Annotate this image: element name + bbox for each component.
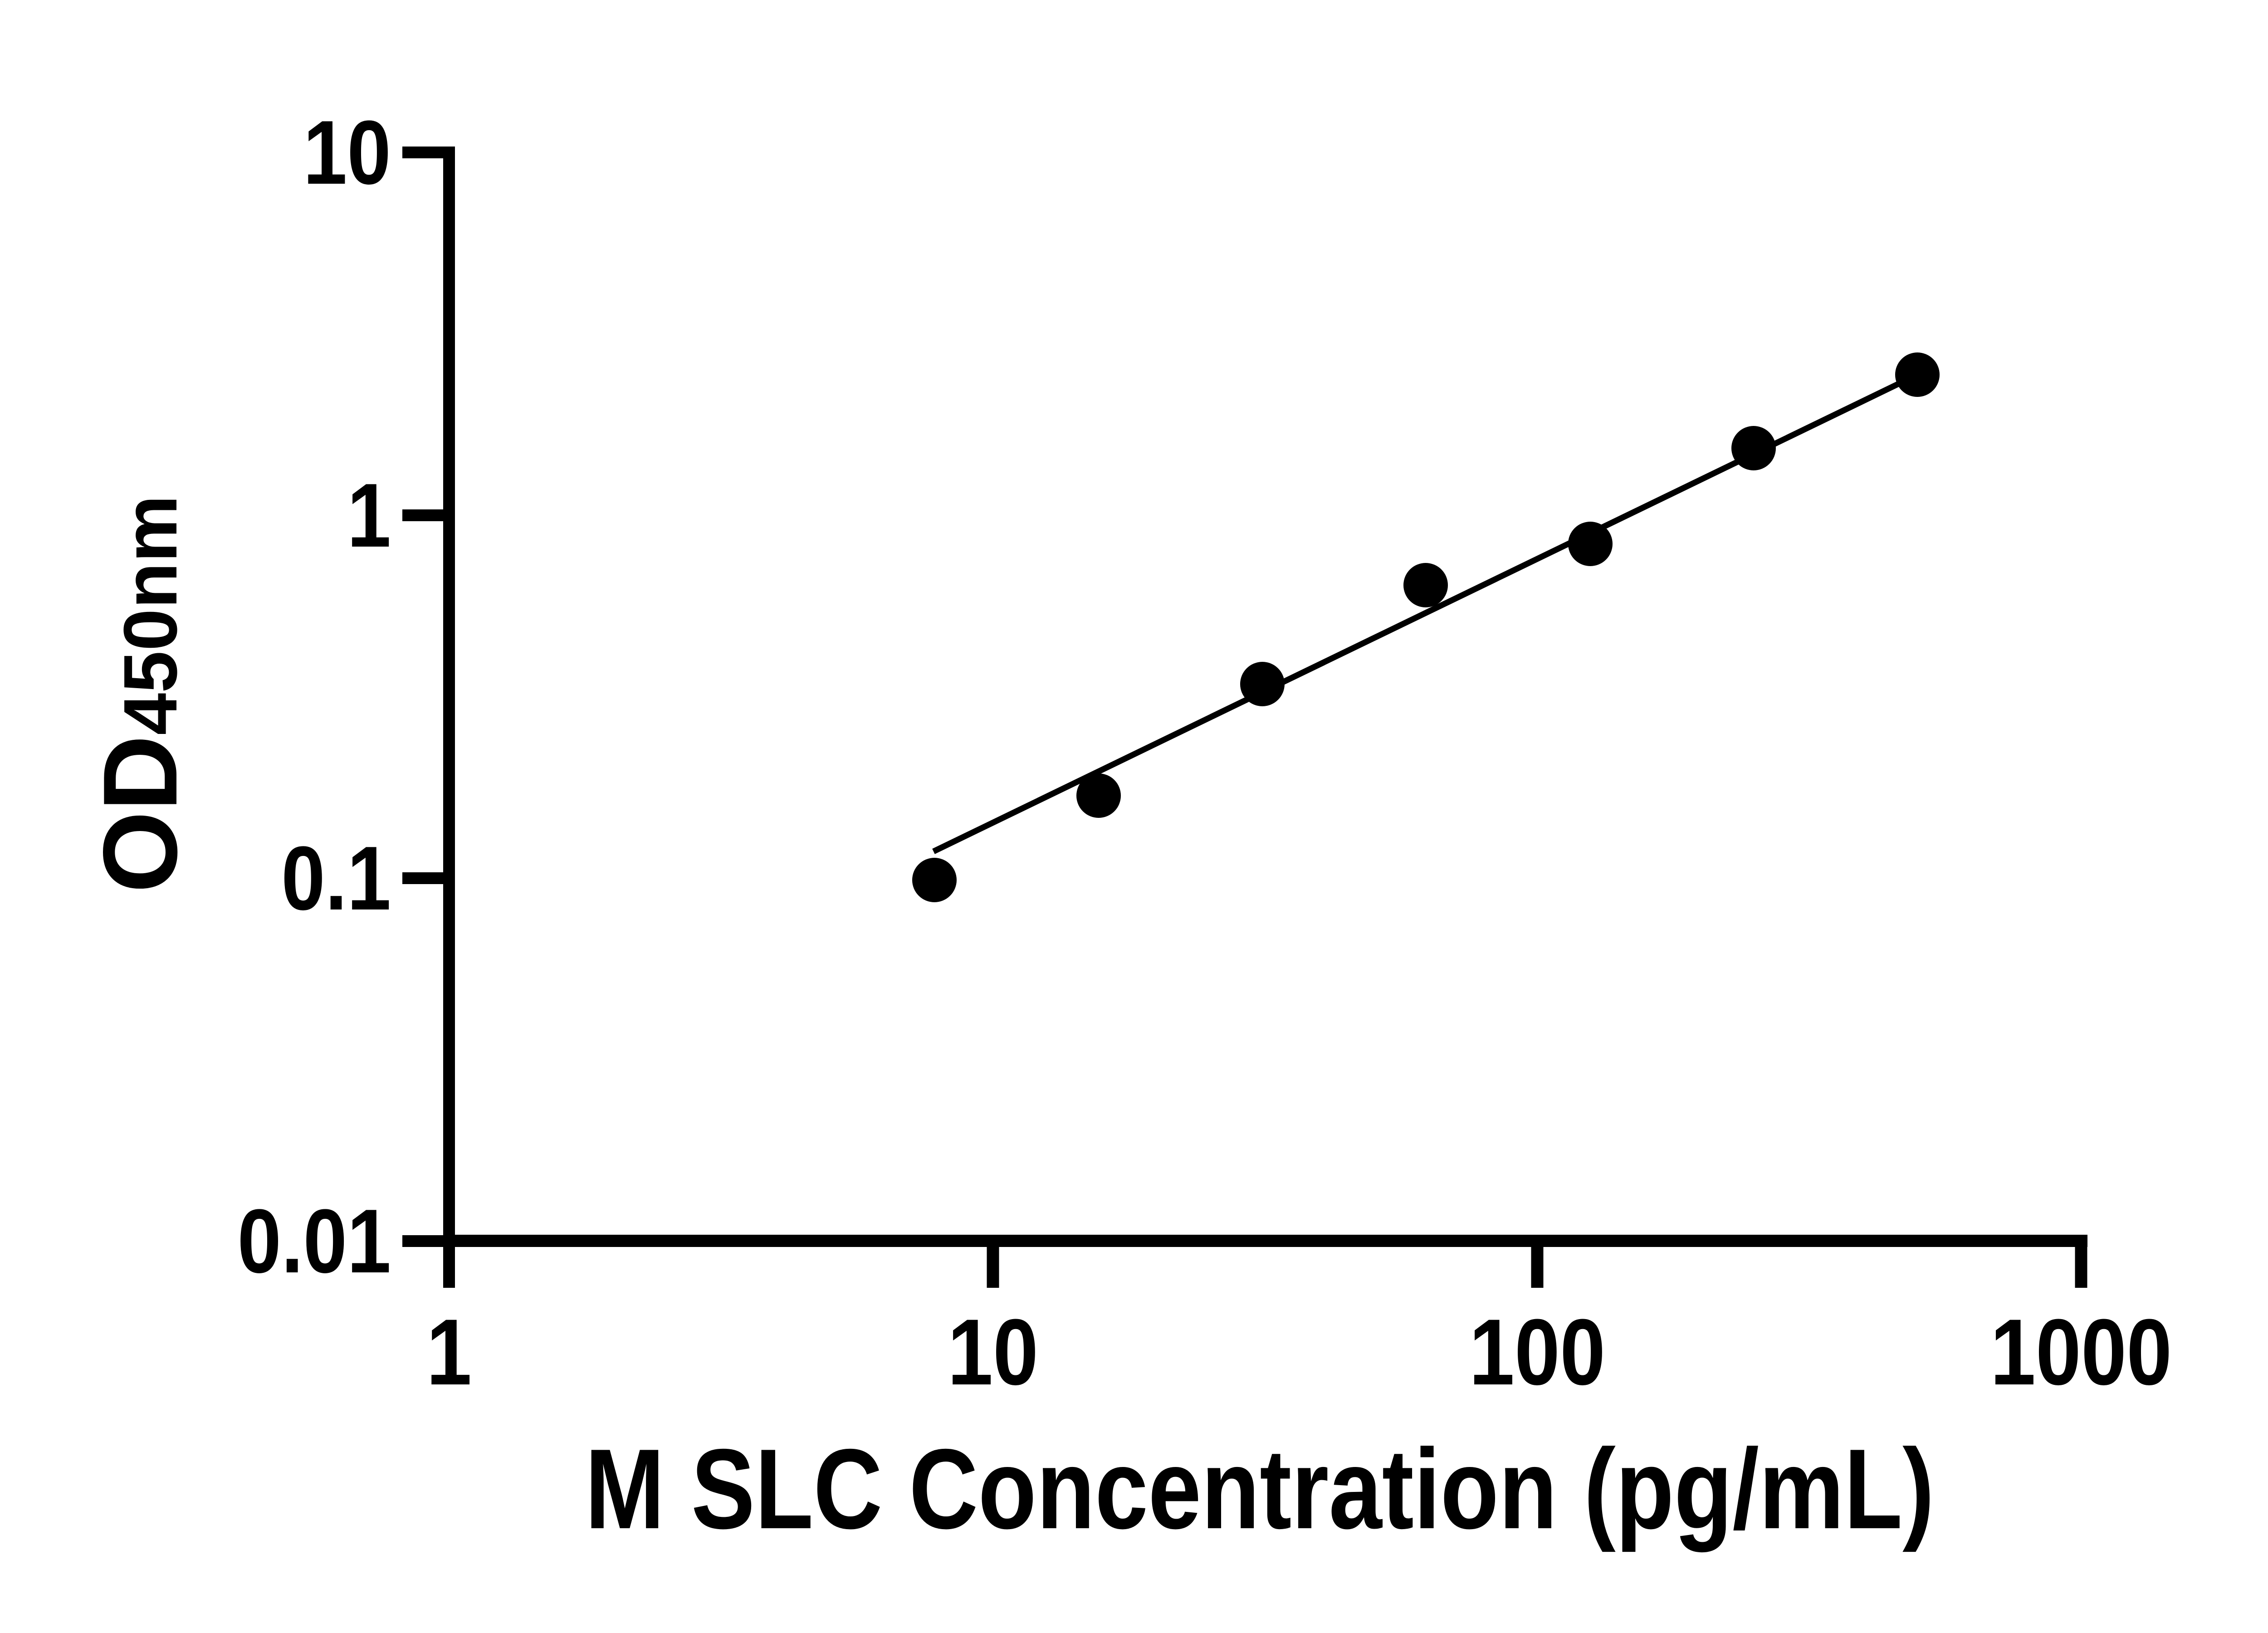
svg-text:M SLC Concentration (pg/mL): M SLC Concentration (pg/mL): [585, 1426, 1935, 1553]
svg-text:0.1: 0.1: [281, 827, 391, 929]
svg-text:0.01: 0.01: [237, 1190, 391, 1292]
svg-text:1: 1: [426, 1300, 472, 1405]
svg-text:10: 10: [303, 102, 391, 203]
svg-text:1: 1: [347, 464, 391, 566]
svg-text:10: 10: [948, 1300, 1038, 1405]
svg-text:100: 100: [1469, 1300, 1605, 1405]
svg-text:1000: 1000: [1990, 1300, 2172, 1405]
